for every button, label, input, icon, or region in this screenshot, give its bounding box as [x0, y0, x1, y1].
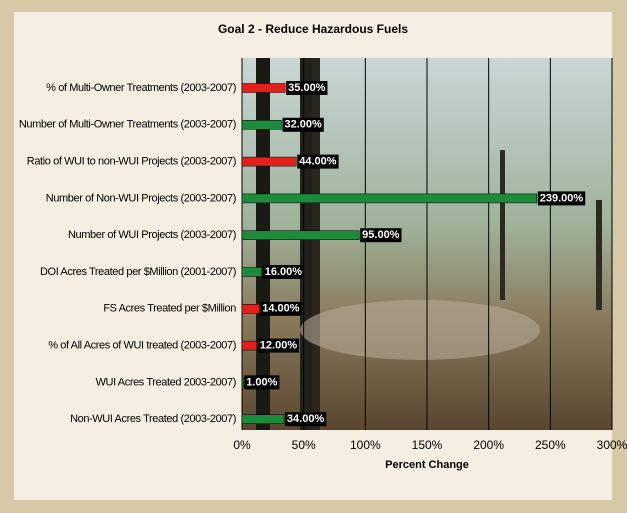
- value-label-bg: [297, 154, 339, 169]
- x-tick-label: 300%: [597, 438, 627, 452]
- value-label-bg: [262, 265, 305, 279]
- y-tick-label: Ratio of WUI to non-WUI Projects (2003-2…: [27, 156, 236, 168]
- y-tick-label: FS Acres Treated per $Million: [103, 303, 236, 315]
- value-label-bg: [360, 228, 402, 243]
- x-tick-label: 200%: [473, 438, 504, 452]
- x-tick-label: 50%: [292, 438, 316, 452]
- bar: [241, 414, 285, 424]
- bar: [241, 120, 282, 130]
- value-label: 95.00%: [362, 229, 400, 241]
- y-tick-label: Number of WUI Projects (2003-2007): [68, 229, 236, 241]
- value-label-bg: [286, 81, 328, 95]
- y-tick-label: % of All Acres of WUI treated (2003-2007…: [48, 340, 236, 352]
- bar: [241, 304, 260, 314]
- y-tick-label: Number of Non-WUI Projects (2003-2007): [46, 192, 236, 204]
- value-label: 14.00%: [262, 303, 300, 315]
- x-tick-label: 150%: [412, 438, 443, 452]
- value-label: 12.00%: [260, 340, 298, 352]
- y-tick-label: WUI Acres Treated 2003-2007): [96, 376, 236, 388]
- value-label: 1.00%: [246, 376, 277, 388]
- value-label-bg: [284, 412, 327, 427]
- bar: [241, 230, 360, 240]
- y-tick-label: Non-WUI Acres Treated (2003-2007): [70, 413, 236, 425]
- x-axis-title: Percent Change: [385, 459, 469, 471]
- bar: [241, 340, 258, 351]
- chart-title: Goal 2 - Reduce Hazardous Fuels: [218, 22, 408, 36]
- bar: [241, 156, 297, 167]
- bar: [241, 83, 286, 93]
- bar: [241, 267, 262, 277]
- x-tick-label: 100%: [350, 438, 381, 452]
- value-label-bg: [260, 301, 302, 316]
- value-label: 239.00%: [540, 192, 584, 204]
- value-label: 34.00%: [287, 413, 325, 425]
- value-label: 44.00%: [299, 156, 337, 168]
- value-label: 16.00%: [265, 266, 303, 278]
- bar: [241, 377, 244, 388]
- y-tick-label: DOI Acres Treated per $Million (2001-200…: [40, 266, 236, 278]
- value-label-bg: [244, 375, 280, 390]
- x-tick-label: 0%: [233, 438, 251, 452]
- value-label-bg: [537, 191, 586, 206]
- value-label: 35.00%: [288, 82, 326, 94]
- bar: [241, 193, 538, 204]
- value-label-bg: [282, 117, 324, 132]
- x-tick-label: 250%: [535, 438, 566, 452]
- y-tick-label: Number of Multi-Owner Treatments (2003-2…: [19, 119, 236, 131]
- y-tick-label: % of Multi-Owner Treatments (2003-2007): [46, 82, 236, 94]
- value-label-bg: [257, 338, 300, 353]
- value-label: 32.00%: [284, 119, 322, 131]
